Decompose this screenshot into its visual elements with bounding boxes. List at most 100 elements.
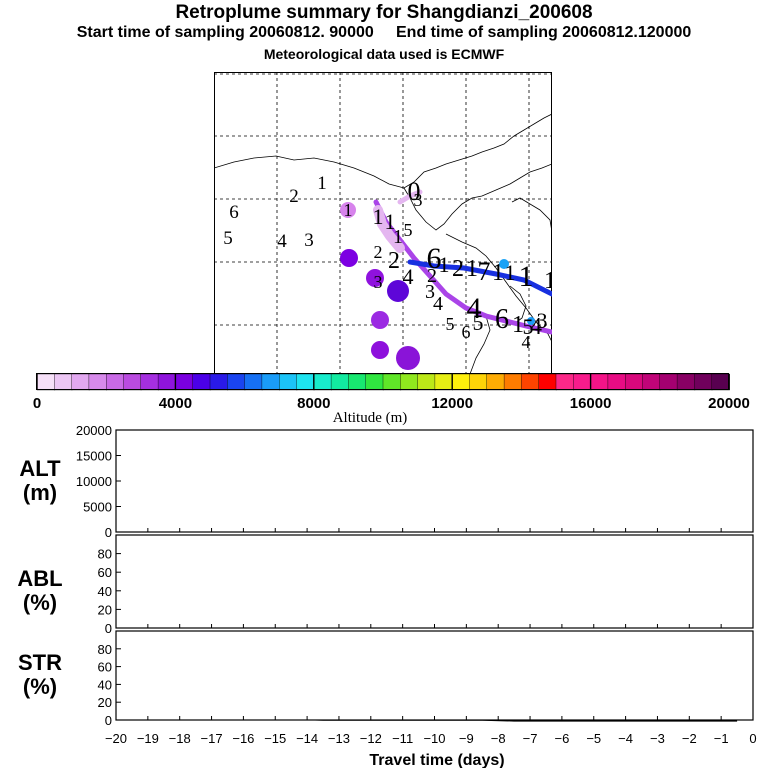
colorbar-cell — [434, 373, 453, 391]
str-y-tick-label: 20 — [98, 695, 112, 710]
abl-y-tick-label: 60 — [98, 565, 112, 580]
x-tick-label: −11 — [392, 731, 413, 746]
colorbar-cell — [625, 373, 644, 391]
map-cluster-label: 1 — [317, 173, 327, 194]
colorbar-tick-label: 0 — [33, 395, 41, 412]
alt-y-tick-label: 5000 — [83, 500, 112, 515]
colorbar-cell — [71, 373, 90, 391]
map-cluster-label: 5 — [523, 314, 534, 339]
time-series-panels: ALT (m) ABL (%) STR (%) 0 5000 10000 15000 2… — [17, 423, 757, 768]
map-cluster-label: 1 — [373, 204, 384, 229]
colorbar-tick-label: 8000 — [297, 395, 330, 412]
x-tick-label: −17 — [201, 731, 223, 746]
colorbar-tick-label: 4000 — [159, 395, 192, 412]
map-cluster-label: 5 — [446, 314, 455, 334]
map-cluster-label: 3 — [304, 230, 314, 251]
colorbar-cell — [607, 373, 627, 391]
colorbar-cell — [382, 373, 402, 391]
map-cluster-label: 4 — [467, 292, 482, 325]
x-tick-label: 0 — [749, 731, 756, 746]
map-cluster-label: 0 — [408, 177, 421, 206]
map-cluster-label: 1 — [512, 312, 524, 338]
alt-y-tick-label: 10000 — [76, 474, 112, 489]
alt-panel-frame — [115, 429, 754, 533]
altitude-colorbar: 0 4000 8000 12000 16000 20000 Altitude (m) — [33, 373, 750, 426]
map-cluster-label: 1 — [492, 260, 504, 286]
alt-y-tick-label: 15000 — [76, 449, 112, 464]
panel-axes: 0 5000 10000 15000 20000 0 20 40 60 80 0 20 40 60 80 −2… — [76, 423, 757, 746]
colorbar-cell — [711, 373, 730, 391]
x-tick-label: −6 — [554, 731, 569, 746]
x-tick-label: −7 — [523, 731, 538, 746]
map-cluster-label: 2 — [427, 265, 437, 287]
map-cluster-label: 4 — [433, 293, 443, 315]
colorbar-cell — [400, 373, 419, 391]
map-cluster-label: 1 — [385, 209, 396, 234]
panel-label-str: STR (%) — [18, 650, 62, 699]
colorbar-cell — [88, 373, 108, 391]
colorbar-cell — [659, 373, 678, 391]
x-tick-label: −1 — [714, 731, 729, 746]
x-tick-label: −9 — [459, 731, 474, 746]
x-tick-label: −4 — [618, 731, 633, 746]
x-tick-label: −18 — [169, 731, 191, 746]
colorbar-tick-label: 12000 — [431, 395, 473, 412]
map-cluster-label: 2 — [374, 242, 383, 262]
x-axis-title: Travel time (days) — [369, 752, 504, 768]
abl-unit: (%) — [23, 590, 57, 615]
map-cluster-label: 4 — [522, 332, 531, 352]
map-cluster-label: 4 — [277, 231, 287, 252]
colorbar-cell — [261, 373, 280, 391]
abl-label: ABL — [17, 566, 62, 591]
colorbar-cell — [313, 373, 332, 391]
str-y-tick-label: 40 — [98, 677, 112, 692]
chart-title: Retroplume summary for Shangdianzi_20060… — [175, 2, 593, 23]
str-panel-frame — [115, 630, 754, 721]
alt-unit: (m) — [23, 480, 57, 505]
x-tick-label: −2 — [682, 731, 697, 746]
colorbar-cell — [642, 373, 661, 391]
map-cluster-label: 1 — [544, 268, 552, 294]
abl-y-tick-label: 80 — [98, 547, 112, 562]
x-tick-label: −8 — [491, 731, 506, 746]
abl-y-tick-label: 40 — [98, 584, 112, 599]
map-cluster-label: 2 — [452, 256, 464, 282]
start-time-label: Start time of sampling 20060812. 90000 — [76, 24, 374, 41]
plume-marker — [371, 341, 389, 359]
map-cluster-label: 2 — [388, 248, 400, 274]
plume-markers — [340, 202, 535, 370]
x-tick-label: −19 — [137, 731, 159, 746]
colorbar-cell — [503, 373, 523, 391]
map-cluster-label: 2 — [289, 186, 299, 207]
colorbar-cell — [157, 373, 177, 391]
colorbar-cell — [36, 373, 56, 391]
colorbar-cell — [140, 373, 159, 391]
map-cluster-label: 1 — [505, 260, 516, 285]
colorbar-cell — [555, 373, 575, 391]
colorbar-cell — [469, 373, 488, 391]
map-cluster-label: 1 — [344, 200, 353, 220]
str-unit: (%) — [23, 674, 57, 699]
map-cluster-label: 5 — [473, 310, 484, 335]
colorbar-cell — [192, 373, 211, 391]
colorbar-cell — [573, 373, 592, 391]
colorbar-cell — [209, 373, 229, 391]
colorbar-cell — [296, 373, 315, 391]
end-time-label: End time of sampling 20060812.120000 — [396, 24, 692, 41]
colorbar-cell — [123, 373, 142, 391]
colorbar-cell — [279, 373, 298, 391]
alt-label: ALT — [19, 456, 61, 481]
map-cluster-label: 6 — [495, 304, 509, 335]
x-tick-label: −20 — [105, 731, 127, 746]
colorbar-cell — [175, 373, 194, 391]
met-data-label: Meteorological data used is ECMWF — [263, 46, 505, 62]
colorbar-cell — [538, 373, 557, 391]
panel-label-abl: ABL (%) — [17, 566, 62, 615]
map-cluster-label: 4 — [530, 314, 542, 340]
plume-marker — [371, 311, 389, 329]
colorbar-cell — [244, 373, 263, 391]
x-tick-label: −5 — [586, 731, 601, 746]
abl-panel-frame — [115, 534, 754, 629]
x-tick-label: −13 — [328, 731, 350, 746]
